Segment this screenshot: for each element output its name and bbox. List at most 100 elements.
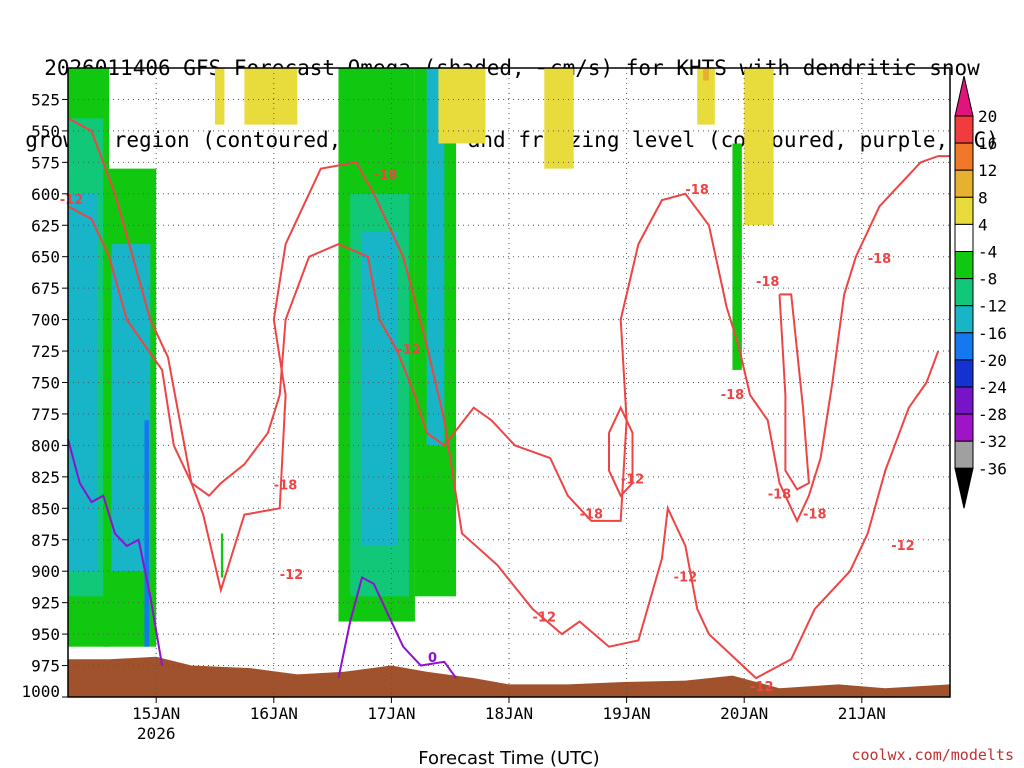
y-tick-label: 575 — [31, 153, 60, 172]
colorbar-swatch — [954, 305, 974, 334]
y-tick-label: 625 — [31, 216, 60, 235]
x-tick-label: 16JAN — [250, 704, 298, 723]
y-tick-label: 800 — [31, 436, 60, 455]
dgz-contour-label: -18 — [721, 388, 745, 403]
freezing-level-line — [67, 438, 164, 666]
colorbar-swatch — [954, 142, 974, 171]
x-tick-label: 18JAN — [485, 704, 533, 723]
y-tick-label: 525 — [31, 90, 60, 109]
colorbar-label: -8 — [978, 270, 997, 289]
colorbar-label: -16 — [978, 324, 1007, 343]
y-axis: 525 550 575 600 625 650 675 700 725 750 775 800 825 8… — [21, 90, 68, 701]
omega-region — [144, 420, 150, 647]
dgz-contour-line — [67, 155, 950, 524]
omega-region — [697, 68, 715, 125]
x-tick-sublabel: 2026 — [137, 724, 176, 743]
dgz-contour-line — [608, 405, 634, 498]
y-tick-label: 550 — [31, 122, 60, 141]
colorbar-swatch — [954, 413, 974, 442]
x-tick-label: 20JAN — [720, 704, 768, 723]
dgz-contour-label: -18 — [374, 168, 398, 183]
omega-region — [438, 68, 486, 144]
colorbar-label: -12 — [978, 297, 1007, 316]
colorbar-label: -28 — [978, 405, 1007, 424]
omega-region — [426, 68, 445, 446]
dgz-contour-label: -18 — [868, 252, 892, 267]
omega-region — [544, 68, 574, 169]
y-tick-label: 825 — [31, 468, 60, 487]
colorbar-label: 4 — [978, 215, 988, 234]
y-tick-label: 1000 — [21, 682, 60, 701]
y-tick-label: 900 — [31, 562, 60, 581]
dgz-contour-label: -18 — [274, 479, 298, 494]
colorbar-swatch — [954, 251, 974, 280]
y-tick-label: 675 — [31, 279, 60, 298]
dgz-contour-label: -12 — [533, 611, 557, 626]
colorbar-swatch — [954, 169, 974, 198]
credit-text: coolwx.com/modelts — [851, 746, 1014, 764]
plot-area — [68, 68, 950, 697]
dgz-contour-line — [67, 117, 940, 680]
colorbar-swatch — [954, 115, 974, 144]
dgz-contour-label: -12 — [280, 568, 304, 583]
dgz-contour-label: -18 — [580, 508, 604, 523]
x-tick-label: 15JAN — [132, 704, 180, 723]
dgz-contour-label: -18 — [756, 275, 780, 290]
colorbar-label: 20 — [978, 107, 997, 126]
y-tick-label: 875 — [31, 531, 60, 550]
y-tick-label: 925 — [31, 594, 60, 613]
colorbar-label: -32 — [978, 432, 1007, 451]
x-tick-label: 17JAN — [367, 704, 415, 723]
terrain-ground — [68, 656, 950, 697]
dgz-contour-label: -12 — [891, 539, 915, 554]
omega-region — [744, 68, 774, 226]
grid-lines — [68, 68, 950, 697]
omega-region — [703, 68, 709, 81]
y-tick-label: 975 — [31, 657, 60, 676]
x-tick-label: 19JAN — [603, 704, 651, 723]
colorbar-label: -36 — [978, 459, 1007, 478]
colorbar-swatch — [954, 440, 974, 469]
colorbar-label: 16 — [978, 134, 997, 153]
dgz-contour-label: -12 — [674, 570, 698, 585]
colorbar-swatch — [954, 223, 974, 252]
dgz-contour-line — [778, 293, 810, 491]
omega-region — [68, 193, 98, 572]
dgz-contour-label: -12 — [621, 472, 645, 487]
dgz-contour-label: -12 — [750, 680, 774, 695]
colorbar-label: -4 — [978, 243, 997, 262]
omega-region — [215, 68, 225, 125]
freezing-contour-label: 0 — [428, 651, 437, 666]
x-tick-label: 21JAN — [838, 704, 886, 723]
colorbar-bottom-arrow — [954, 467, 974, 509]
colorbar-label: 8 — [978, 188, 988, 207]
colorbar-swatch — [954, 332, 974, 361]
omega-region — [220, 533, 224, 578]
y-tick-label: 725 — [31, 342, 60, 361]
dgz-contour-label: -12 — [60, 193, 84, 208]
dgz-contour-label: -18 — [685, 183, 709, 198]
colorbar: 20 16 12 8 4 -4 -8 -12 -16 -20 -24 -28 -32 -36 — [954, 75, 1007, 509]
colorbar-label: -20 — [978, 351, 1007, 370]
y-tick-label: 600 — [31, 185, 60, 204]
colorbar-label: 12 — [978, 161, 997, 180]
colorbar-swatch — [954, 278, 974, 307]
dgz-contour-label: -18 — [803, 508, 827, 523]
omega-region — [244, 68, 298, 125]
colorbar-swatch — [954, 196, 974, 225]
colorbar-label: -24 — [978, 378, 1007, 397]
y-tick-label: 700 — [31, 311, 60, 330]
freezing-level-line — [337, 576, 457, 679]
dgz-contour-label: -18 — [768, 487, 792, 502]
colorbar-swatch — [954, 386, 974, 415]
x-axis-title: Forecast Time (UTC) — [418, 748, 599, 768]
omega-region — [362, 231, 398, 547]
colorbar-swatch — [954, 359, 974, 388]
y-tick-label: 950 — [31, 625, 60, 644]
y-tick-label: 650 — [31, 248, 60, 267]
omega-region — [732, 143, 742, 370]
colorbar-top-arrow — [954, 75, 974, 117]
y-tick-label: 850 — [31, 499, 60, 518]
